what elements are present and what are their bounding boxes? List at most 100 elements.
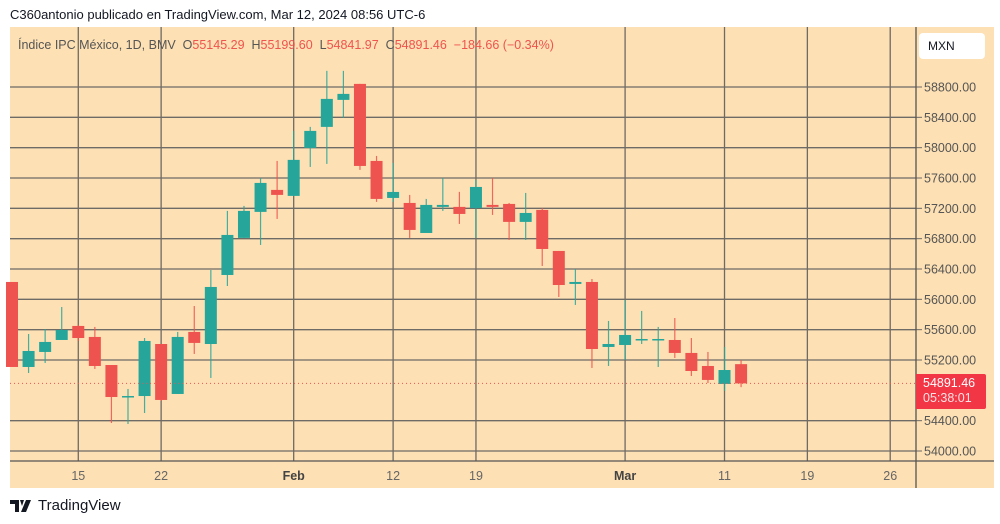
candle-body (6, 281, 18, 367)
candle-body (602, 343, 615, 347)
candle-body (387, 191, 400, 198)
y-tick-label: 56000.00 (924, 293, 976, 307)
y-tick-label: 57200.00 (924, 202, 976, 216)
close-label: C (385, 38, 395, 52)
low-label: L (319, 38, 327, 52)
candle-body (304, 130, 317, 148)
candle-body (39, 341, 52, 352)
candle (735, 360, 748, 388)
candle-body (486, 204, 499, 207)
bar-countdown: 05:38:01 (923, 391, 972, 405)
candle-body (22, 350, 35, 367)
candle-body (619, 334, 632, 345)
y-tick-label: 55200.00 (924, 354, 976, 368)
candle (602, 320, 615, 366)
candle (436, 177, 449, 211)
candle-body (287, 159, 300, 196)
x-tick-label: 12 (386, 469, 400, 483)
candle (204, 269, 217, 378)
candle (635, 310, 648, 344)
candle (370, 155, 383, 202)
ohlc-legend: Índice IPC México, 1D, BMV O55145.29 H55… (18, 38, 554, 52)
candle (701, 351, 714, 383)
y-tick-label: 56400.00 (924, 263, 976, 277)
candle-body (718, 370, 731, 384)
x-tick-label: 11 (718, 469, 731, 483)
candle (254, 177, 267, 245)
x-tick-label: 19 (469, 469, 483, 483)
candle (387, 162, 400, 202)
candle (105, 365, 118, 424)
candle (619, 299, 632, 360)
candle (271, 160, 284, 219)
last-price-value: 54891.46 (923, 376, 976, 390)
candle-body (420, 204, 433, 233)
y-tick-label: 55600.00 (924, 323, 976, 337)
candle-body (121, 396, 134, 398)
candle (453, 191, 466, 224)
candle (353, 83, 366, 170)
candle (287, 130, 300, 196)
candle-body (254, 182, 267, 212)
candle (39, 328, 52, 363)
candle (519, 192, 532, 240)
candle-body (635, 338, 648, 341)
candle (188, 306, 201, 354)
change-value: −184.66 (−0.34%) (453, 38, 554, 52)
candle-body (552, 250, 565, 286)
candle-body (55, 329, 68, 340)
y-tick-label: 54400.00 (924, 414, 976, 428)
candle (668, 317, 681, 358)
candle (304, 126, 317, 167)
candle (171, 331, 184, 394)
candle (569, 269, 582, 305)
candle-body (221, 234, 234, 275)
candle-body (171, 336, 184, 394)
footer-brand[interactable]: TradingView (38, 497, 121, 514)
candle (486, 177, 499, 215)
low-value: 54841.97 (326, 38, 379, 52)
candle (585, 279, 598, 368)
x-tick-label: 22 (154, 469, 168, 483)
candle-body (701, 365, 714, 380)
x-tick-label: 26 (883, 469, 897, 483)
candle-body (188, 331, 201, 343)
candle (552, 250, 565, 297)
y-tick-label: 58000.00 (924, 141, 976, 155)
footer: TradingView (10, 497, 121, 514)
candle-body (503, 203, 516, 222)
candle-body (569, 281, 582, 284)
chart-panel[interactable] (10, 27, 994, 488)
candle-body (685, 352, 698, 371)
candle-body (72, 325, 85, 339)
y-tick-label: 56800.00 (924, 232, 976, 246)
last-price-tag: 54891.46 05:38:01 (916, 374, 986, 409)
publish-info: C360antonio publicado en TradingView.com… (10, 7, 426, 22)
open-value: 55145.29 (192, 38, 245, 52)
candle-body (155, 343, 168, 400)
x-tick-label: Feb (283, 469, 306, 483)
close-value: 54891.46 (394, 38, 447, 52)
candle-body (237, 210, 250, 238)
candle-body (453, 206, 466, 214)
y-tick-label: 57600.00 (924, 172, 976, 186)
candle (72, 324, 85, 341)
candle (420, 198, 433, 233)
y-tick-label: 58800.00 (924, 81, 976, 95)
candle-body (403, 202, 416, 230)
x-tick-label: Mar (614, 469, 636, 483)
candle (320, 70, 333, 164)
high-value: 55199.60 (260, 38, 313, 52)
candle (55, 306, 68, 340)
candle-body (536, 209, 549, 249)
currency-button[interactable]: MXN (919, 33, 985, 59)
candle-body (436, 204, 449, 207)
candle-body (735, 364, 748, 384)
tradingview-logo-icon (10, 499, 31, 512)
candle (88, 326, 101, 369)
candle (237, 205, 250, 238)
candle (22, 333, 35, 373)
candle-body (652, 338, 665, 341)
candle-body (668, 339, 681, 353)
